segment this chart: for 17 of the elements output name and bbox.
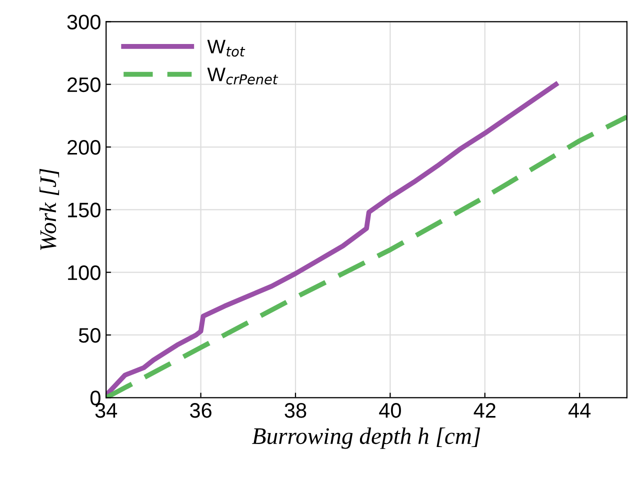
x-tick-label: 44 — [568, 403, 591, 418]
x-axis-title: Burrowing depth h [cm] — [252, 427, 480, 449]
y-tick-label: 250 — [68, 77, 100, 92]
y-tick-label: 50 — [78, 328, 100, 343]
x-tick-label: 36 — [190, 403, 212, 418]
y-tick-label: 300 — [67, 14, 100, 30]
y-tick-label: 150 — [68, 202, 100, 218]
x-tick-label: 38 — [284, 403, 306, 418]
x-tick-label: 34 — [95, 403, 118, 418]
legend-label: W$_{crPenet}$ — [207, 68, 278, 84]
x-tick-label: 42 — [474, 403, 496, 418]
legend-label: W$_{tot}$ — [207, 40, 246, 57]
x-tick-label: 40 — [379, 403, 401, 418]
y-tick-label: 200 — [68, 140, 100, 155]
y-axis-title: Work [J] — [40, 168, 60, 250]
y-tick-label: 100 — [68, 265, 100, 280]
y-tick-label: 0 — [90, 390, 100, 406]
